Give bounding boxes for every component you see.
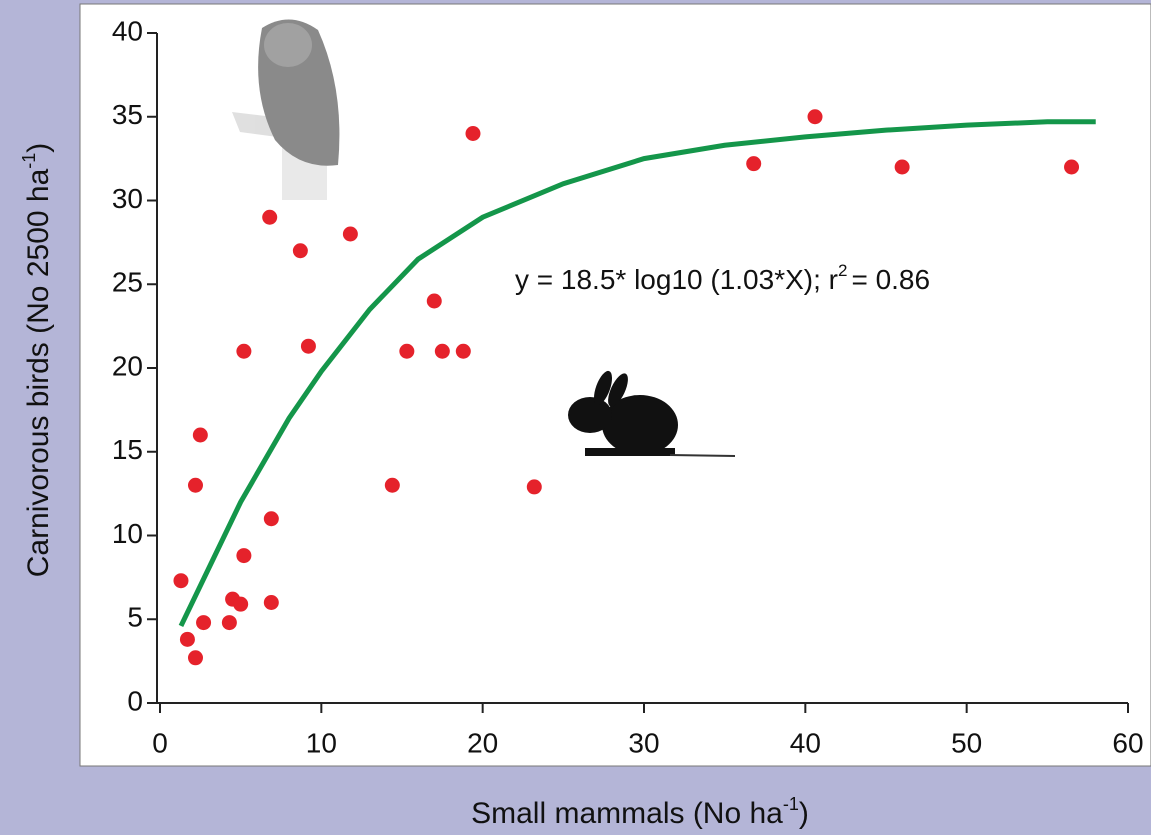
x-label-sup: -1 bbox=[783, 794, 799, 814]
y-tick-label: 30 bbox=[112, 183, 143, 214]
x-tick-label: 20 bbox=[467, 727, 498, 758]
y-label-sup: -1 bbox=[19, 153, 39, 169]
data-point bbox=[455, 343, 471, 359]
data-point bbox=[263, 595, 279, 610]
data-point bbox=[233, 596, 249, 612]
data-point bbox=[426, 293, 442, 309]
data-point bbox=[236, 548, 252, 564]
data-point bbox=[173, 573, 189, 589]
y-axis-label: Carnivorous birds (No 2500 ha-1) bbox=[19, 143, 55, 578]
data-point bbox=[746, 156, 762, 172]
data-point bbox=[465, 126, 481, 141]
x-tick-label: 30 bbox=[628, 727, 659, 758]
fit-annotation: y = 18.5* log10 (1.03*X); r2 = 0.86 bbox=[515, 261, 930, 295]
y-tick-label: 5 bbox=[127, 602, 143, 633]
data-point bbox=[179, 631, 195, 647]
rabbit-illustration bbox=[568, 370, 736, 457]
annotation-end: = 0.86 bbox=[851, 264, 930, 295]
y-tick-label: 20 bbox=[112, 350, 143, 381]
annotation-sup: 2 bbox=[838, 261, 847, 280]
data-point bbox=[894, 159, 910, 175]
x-tick-label: 50 bbox=[951, 727, 982, 758]
y-tick-label: 15 bbox=[112, 434, 143, 465]
data-point bbox=[196, 615, 212, 631]
y-tick-label: 25 bbox=[112, 267, 143, 298]
data-point bbox=[187, 477, 203, 493]
x-tick-label: 60 bbox=[1112, 727, 1143, 758]
x-label-text: Small mammals (No ha bbox=[471, 797, 783, 830]
data-point bbox=[399, 343, 415, 359]
x-axis-label: Small mammals (No ha-1) bbox=[471, 794, 809, 830]
x-label-end: ) bbox=[799, 797, 809, 830]
data-point bbox=[236, 343, 252, 359]
data-point bbox=[526, 479, 542, 495]
x-tick-label: 40 bbox=[790, 727, 821, 758]
x-tick-label: 10 bbox=[306, 727, 337, 758]
data-point bbox=[263, 511, 279, 527]
y-tick-label: 40 bbox=[112, 15, 143, 46]
data-point bbox=[434, 343, 450, 359]
data-point bbox=[221, 615, 237, 631]
y-tick-label: 35 bbox=[112, 99, 143, 130]
y-label-end: ) bbox=[22, 143, 55, 153]
data-point bbox=[300, 338, 316, 354]
x-tick-label: 0 bbox=[152, 727, 168, 758]
data-point bbox=[1064, 159, 1080, 175]
owl-illustration bbox=[232, 19, 340, 200]
data-point bbox=[384, 477, 400, 493]
data-point bbox=[342, 226, 358, 242]
annotation-text: y = 18.5* log10 (1.03*X); r bbox=[515, 264, 838, 295]
y-tick-label: 10 bbox=[112, 518, 143, 549]
y-tick-label: 0 bbox=[127, 685, 143, 716]
data-point bbox=[187, 650, 203, 666]
data-point bbox=[292, 243, 308, 259]
fit-curve bbox=[178, 119, 1096, 628]
data-point bbox=[262, 209, 278, 225]
data-point bbox=[192, 427, 208, 443]
y-label-text: Carnivorous birds (No 2500 ha bbox=[22, 168, 55, 577]
data-point bbox=[807, 109, 823, 125]
